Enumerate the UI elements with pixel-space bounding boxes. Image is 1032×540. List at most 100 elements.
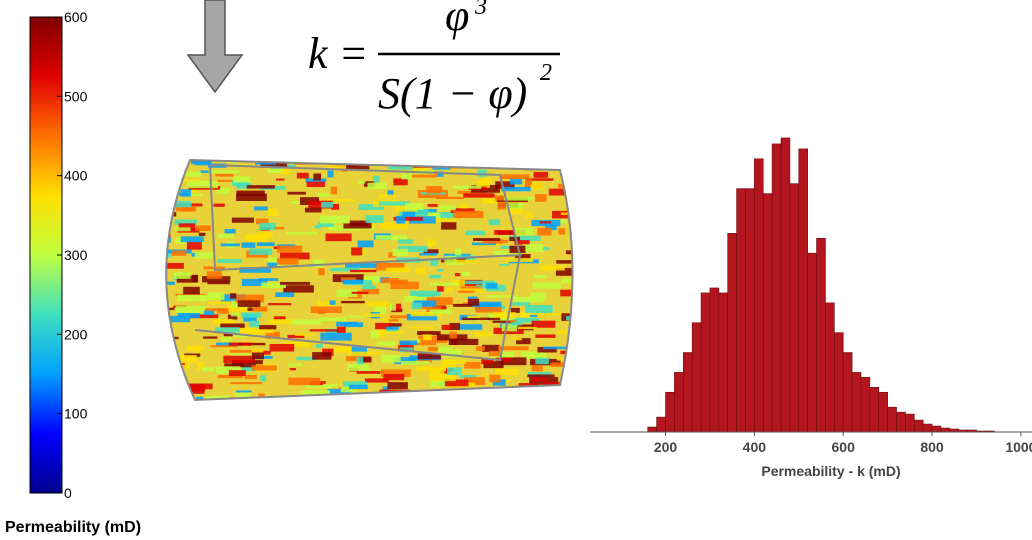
texture-patch [549,151,556,156]
texture-patch [530,183,542,190]
texture-patch [252,365,277,370]
texture-patch [343,223,371,228]
texture-patch [229,343,251,346]
texture-patch [288,378,320,385]
texture-patch [329,300,335,304]
bar [737,189,746,432]
texture-patch [489,219,500,225]
texture-patch [392,249,407,256]
texture-patch [143,255,151,258]
texture-patch [287,192,305,195]
texture-patch [312,352,331,360]
texture-patch [275,292,294,297]
texture-patch [343,280,364,284]
texture-patch [331,187,337,195]
texture-patch [556,260,578,264]
bar [745,189,754,432]
texture-patch [426,186,442,193]
texture-patch [430,283,459,286]
formula-numerator: φ [445,0,469,40]
bar [692,323,701,432]
texture-patch [574,299,594,302]
texture-patch [323,403,337,405]
texture-patch [178,172,201,177]
texture-patch [151,160,170,167]
tick-label: 600 [832,439,856,455]
texture-patch [574,198,593,202]
texture-patch [373,176,380,183]
bar [808,253,817,432]
texture-patch [515,228,533,236]
texture-patch [297,173,309,179]
texture-patch [458,291,474,293]
texture-patch [526,212,533,218]
texture-patch [419,253,437,256]
bar [914,420,923,432]
texture-patch [209,302,232,304]
texture-patch [489,351,501,356]
tick-label: 200 [64,326,88,342]
bar [923,424,932,432]
texture-patch [436,197,464,199]
texture-patch [532,321,556,328]
texture-patch [413,154,444,157]
texture-patch [141,363,170,365]
texture-patch [514,338,522,341]
texture-patch [155,257,166,265]
texture-patch [160,308,175,310]
texture-patch [398,239,413,243]
texture-patch [566,316,583,320]
texture-patch [571,179,593,184]
texture-patch [280,282,310,285]
bar [825,303,834,432]
texture-patch [459,324,483,329]
texture-patch [475,332,492,337]
texture-patch [144,166,164,174]
texture-patch [157,360,167,363]
figure: k = φ 3 S(1 − φ) 2 0100200300400500600Pe… [0,0,1032,540]
texture-patch [330,154,360,162]
texture-patch [275,227,285,229]
texture-patch [423,334,432,340]
texture-patch [375,235,407,239]
bar [897,412,906,432]
tick-label: 400 [743,439,767,455]
texture-patch [560,169,571,171]
texture-patch [463,193,494,197]
texture-patch [270,344,295,352]
texture-patch [174,272,191,279]
texture-patch [319,317,347,321]
tick-label: 500 [64,88,88,104]
texture-patch [461,150,481,152]
texture-patch [467,316,480,319]
texture-patch [575,385,594,392]
texture-patch [267,319,291,324]
texture-patch [221,400,230,405]
texture-patch [245,375,257,379]
bar [754,159,763,432]
texture-patch [320,216,350,224]
texture-patch [401,173,412,179]
texture-patch [180,189,191,196]
bar [799,149,808,432]
texture-patch [144,349,153,353]
texture-patch [488,152,497,158]
texture-patch [183,390,205,394]
bar [666,392,675,432]
texture-patch [465,231,485,236]
texture-patch [183,287,200,295]
texture-patch [540,221,552,223]
texture-patch [289,404,300,407]
texture-patch [225,152,234,154]
texture-patch [229,370,246,376]
texture-patch [481,373,488,375]
texture-patch [315,225,321,229]
texture-patch [316,344,323,348]
down-arrow [188,0,242,92]
texture-patch [437,286,444,291]
texture-patch [366,301,389,306]
bar [719,293,728,432]
texture-patch [561,313,592,321]
texture-patch [415,268,425,275]
texture-patch [572,366,596,371]
